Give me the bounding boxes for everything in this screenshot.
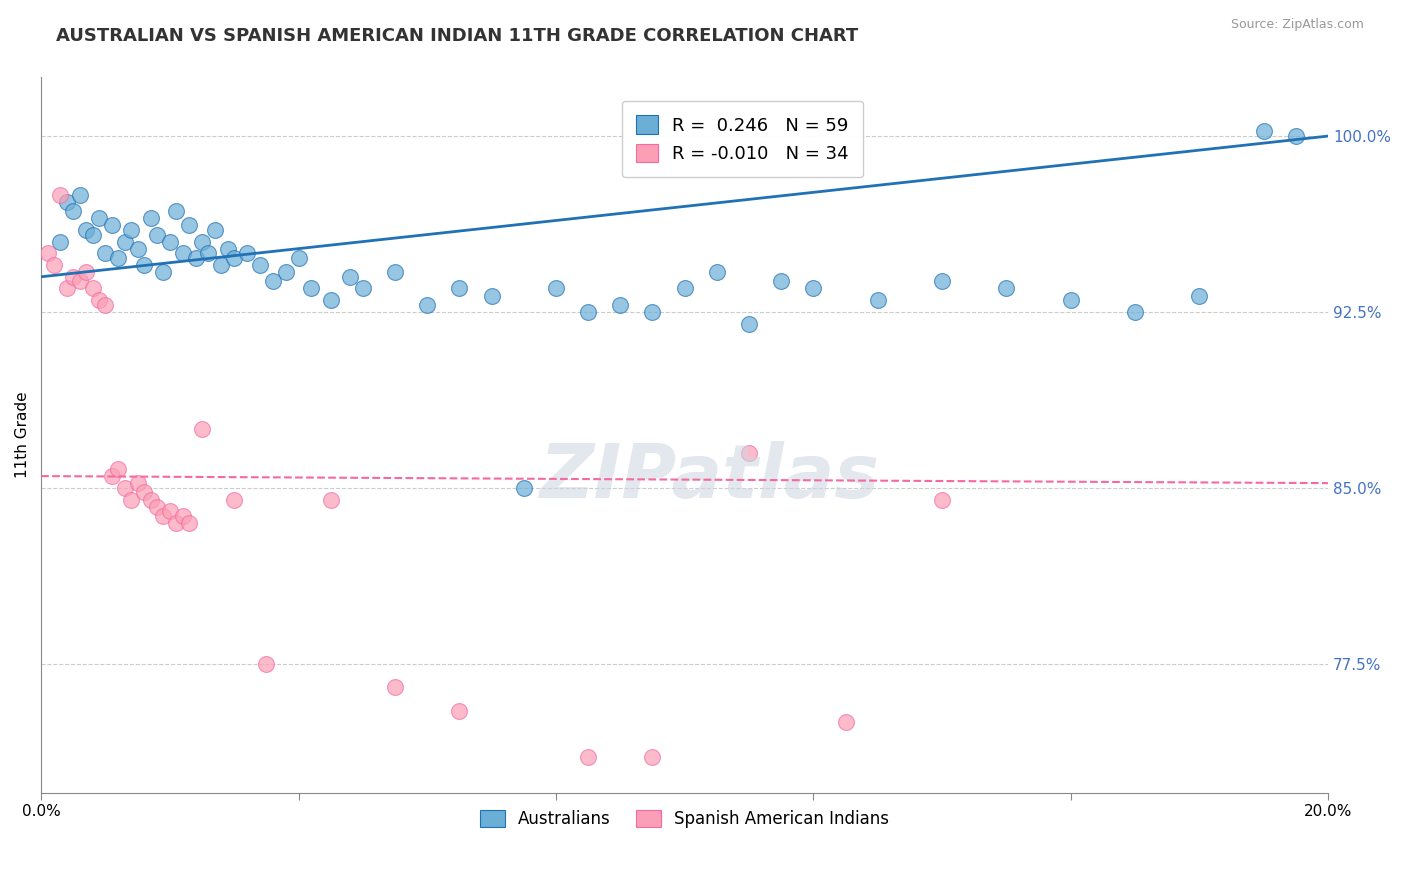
- Point: [62, 204, 84, 219]
- Point: [107, 462, 129, 476]
- Point: [87, 293, 110, 308]
- Point: [139, 492, 162, 507]
- Point: [94, 246, 117, 260]
- Point: [179, 218, 201, 232]
- Point: [801, 281, 824, 295]
- Point: [204, 223, 226, 237]
- Point: [101, 469, 124, 483]
- Point: [262, 275, 284, 289]
- Point: [75, 265, 97, 279]
- Point: [114, 235, 136, 249]
- Point: [82, 281, 104, 295]
- Point: [319, 293, 342, 308]
- Point: [224, 492, 246, 507]
- Legend: Australians, Spanish American Indians: Australians, Spanish American Indians: [474, 803, 896, 834]
- Point: [299, 281, 322, 295]
- Point: [114, 481, 136, 495]
- Point: [544, 281, 567, 295]
- Text: AUSTRALIAN VS SPANISH AMERICAN INDIAN 11TH GRADE CORRELATION CHART: AUSTRALIAN VS SPANISH AMERICAN INDIAN 11…: [56, 27, 859, 45]
- Point: [184, 251, 207, 265]
- Point: [1253, 124, 1275, 138]
- Point: [120, 492, 142, 507]
- Point: [82, 227, 104, 242]
- Point: [770, 275, 793, 289]
- Point: [384, 680, 406, 694]
- Point: [152, 508, 174, 523]
- Point: [146, 227, 169, 242]
- Point: [42, 258, 65, 272]
- Point: [931, 492, 953, 507]
- Point: [576, 305, 599, 319]
- Point: [641, 750, 664, 764]
- Point: [139, 211, 162, 226]
- Point: [449, 704, 471, 718]
- Point: [75, 223, 97, 237]
- Point: [287, 251, 309, 265]
- Point: [56, 281, 79, 295]
- Point: [37, 246, 59, 260]
- Point: [191, 235, 214, 249]
- Point: [152, 265, 174, 279]
- Point: [87, 211, 110, 226]
- Point: [62, 269, 84, 284]
- Point: [120, 223, 142, 237]
- Point: [197, 246, 219, 260]
- Point: [249, 258, 271, 272]
- Point: [94, 298, 117, 312]
- Point: [209, 258, 232, 272]
- Y-axis label: 11th Grade: 11th Grade: [15, 392, 30, 478]
- Point: [738, 317, 761, 331]
- Point: [866, 293, 889, 308]
- Point: [738, 445, 761, 459]
- Point: [159, 235, 181, 249]
- Point: [165, 204, 187, 219]
- Point: [165, 516, 187, 530]
- Point: [101, 218, 124, 232]
- Point: [384, 265, 406, 279]
- Point: [481, 288, 503, 302]
- Text: ZIPatlas: ZIPatlas: [540, 442, 880, 515]
- Point: [132, 485, 155, 500]
- Point: [56, 194, 79, 209]
- Point: [641, 305, 664, 319]
- Point: [576, 750, 599, 764]
- Point: [339, 269, 361, 284]
- Point: [132, 258, 155, 272]
- Point: [352, 281, 374, 295]
- Point: [254, 657, 277, 671]
- Point: [224, 251, 246, 265]
- Point: [179, 516, 201, 530]
- Point: [1123, 305, 1146, 319]
- Point: [172, 508, 194, 523]
- Point: [172, 246, 194, 260]
- Point: [673, 281, 696, 295]
- Point: [69, 275, 91, 289]
- Point: [127, 476, 149, 491]
- Point: [236, 246, 259, 260]
- Point: [1060, 293, 1083, 308]
- Point: [49, 235, 72, 249]
- Text: Source: ZipAtlas.com: Source: ZipAtlas.com: [1230, 18, 1364, 31]
- Point: [1285, 129, 1308, 144]
- Point: [931, 275, 953, 289]
- Point: [319, 492, 342, 507]
- Point: [513, 481, 536, 495]
- Point: [609, 298, 631, 312]
- Point: [706, 265, 728, 279]
- Point: [146, 500, 169, 514]
- Point: [834, 715, 856, 730]
- Point: [49, 187, 72, 202]
- Point: [274, 265, 297, 279]
- Point: [416, 298, 439, 312]
- Point: [127, 242, 149, 256]
- Point: [191, 422, 214, 436]
- Point: [217, 242, 239, 256]
- Point: [995, 281, 1018, 295]
- Point: [1188, 288, 1211, 302]
- Point: [107, 251, 129, 265]
- Point: [69, 187, 91, 202]
- Point: [159, 504, 181, 518]
- Point: [449, 281, 471, 295]
